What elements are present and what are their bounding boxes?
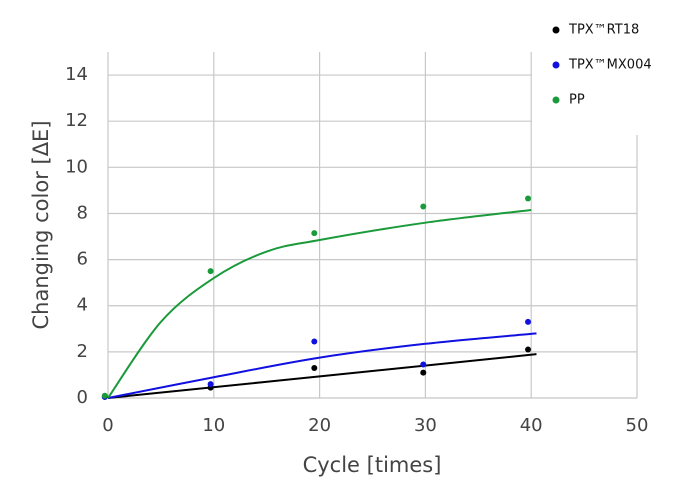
legend-label: TPX™MX004 (568, 58, 652, 73)
x-tick-label: 30 (414, 415, 437, 436)
data-point (207, 381, 214, 388)
trend-line (107, 209, 532, 399)
y-tick-label: 2 (77, 341, 88, 362)
x-tick-label: 0 (102, 415, 113, 436)
data-point (311, 338, 318, 345)
y-tick-label: 8 (77, 202, 88, 223)
data-point (525, 346, 532, 353)
y-tick-label: 6 (77, 249, 88, 270)
y-tick-label: 14 (65, 64, 88, 85)
data-point (207, 268, 214, 275)
trend-line (107, 332, 537, 399)
y-tick-label: 4 (77, 295, 88, 316)
y-tick-label: 10 (65, 156, 88, 177)
legend-label: TPX™RT18 (568, 23, 639, 38)
trend-line (107, 353, 537, 399)
x-tick-label: 40 (520, 415, 543, 436)
data-point (311, 365, 318, 372)
data-point (420, 203, 427, 210)
data-point (420, 369, 427, 376)
data-point (525, 318, 532, 325)
y-axis-title: Changing color [ΔE] (29, 120, 53, 329)
data-point (525, 195, 532, 202)
y-tick-label: 0 (77, 387, 88, 408)
legend-marker (552, 96, 560, 104)
x-tick-label: 10 (202, 415, 225, 436)
legend-marker (552, 26, 560, 34)
x-axis-title: Cycle [times] (303, 453, 442, 477)
data-point (311, 230, 318, 237)
x-tick-label: 50 (626, 415, 649, 436)
data-point (101, 392, 108, 399)
data-point (420, 361, 427, 368)
y-tick-label: 12 (65, 110, 88, 131)
legend-marker (552, 61, 560, 69)
legend-label: PP (569, 93, 585, 108)
x-tick-label: 20 (308, 415, 331, 436)
legend: TPX™RT18 TPX™MX004 PP (532, 10, 680, 135)
